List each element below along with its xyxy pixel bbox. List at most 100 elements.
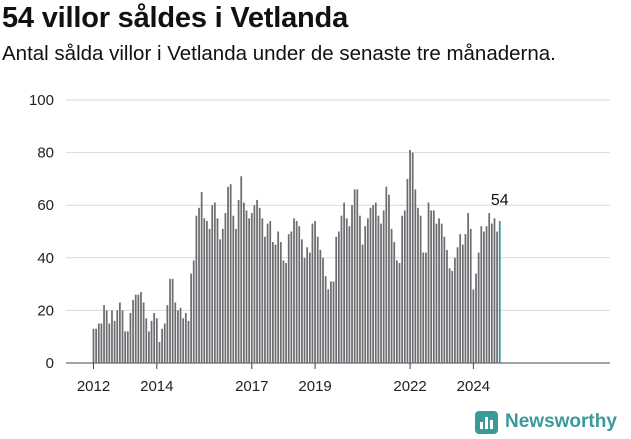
bar (451, 270, 454, 363)
bar (95, 328, 98, 363)
bar (166, 305, 169, 363)
bar (353, 189, 356, 363)
bar (272, 242, 274, 363)
bar (184, 313, 187, 363)
bar (430, 210, 433, 363)
bar (290, 231, 293, 363)
bar (322, 257, 324, 363)
bar (396, 260, 398, 363)
bar (382, 210, 385, 363)
bar (126, 331, 129, 363)
bar (182, 318, 185, 363)
bar (398, 263, 401, 363)
bar (483, 231, 485, 363)
bar (121, 310, 124, 363)
bar (250, 213, 253, 363)
bar (158, 341, 161, 363)
bar (245, 210, 248, 363)
bar (111, 310, 113, 363)
bar (203, 218, 206, 363)
bar (319, 249, 322, 363)
bar (340, 215, 343, 363)
bar (411, 152, 414, 363)
bar (163, 323, 166, 363)
bar (161, 328, 163, 363)
bar (274, 244, 277, 363)
bar-chart-icon (475, 410, 498, 434)
bar (388, 194, 390, 363)
bar (485, 226, 488, 363)
bar (277, 231, 280, 363)
bar (232, 215, 235, 363)
bar (414, 189, 417, 363)
bar (493, 218, 496, 363)
bar (140, 291, 142, 363)
bar (364, 226, 367, 363)
bar (406, 178, 409, 363)
bar (256, 199, 258, 363)
bar (169, 278, 171, 363)
bar (113, 320, 116, 363)
bar (187, 320, 190, 363)
bar (374, 202, 377, 363)
bar (100, 323, 103, 363)
bar (356, 189, 359, 363)
bar (124, 331, 127, 363)
bar (200, 192, 203, 363)
bar (448, 268, 451, 363)
bar (372, 205, 374, 363)
bar (103, 305, 105, 363)
bar (427, 202, 430, 363)
bar (142, 302, 145, 363)
y-tick-label: 80 (37, 145, 54, 162)
bar (119, 302, 121, 363)
bar (208, 228, 211, 363)
bar (314, 220, 316, 363)
bar (417, 207, 419, 363)
bar (303, 257, 306, 363)
bar-highlight (498, 220, 501, 363)
bar (174, 302, 177, 363)
y-tick-label: 20 (37, 302, 54, 319)
bar (443, 236, 446, 363)
bar (298, 226, 301, 363)
bar (475, 273, 477, 363)
bar (337, 231, 340, 363)
bar (308, 252, 311, 363)
bar (282, 260, 285, 363)
bar (361, 244, 364, 363)
bar (454, 257, 456, 363)
bar (306, 247, 309, 363)
bar (301, 239, 303, 363)
bar (150, 320, 153, 363)
y-tick-label: 0 (46, 355, 54, 372)
bar (490, 223, 493, 363)
bar (177, 310, 179, 363)
bar (221, 228, 224, 363)
bar (311, 223, 314, 363)
bar (229, 184, 232, 363)
bar (92, 328, 95, 363)
bar (316, 236, 319, 363)
bar (129, 313, 132, 363)
bar (219, 239, 221, 363)
bar (108, 323, 111, 363)
bar (287, 234, 290, 363)
bar (422, 252, 425, 363)
data-labels: 54 (491, 192, 509, 209)
bar (258, 207, 261, 363)
y-axis-tick-labels: 0 20 40 60 80 100 (29, 92, 54, 372)
x-tick-label: 2017 (235, 378, 268, 395)
bar (179, 307, 182, 363)
bar (253, 205, 256, 363)
bar (425, 252, 427, 363)
bar (264, 236, 266, 363)
bar (190, 273, 192, 363)
brand-name: Newsworthy (505, 411, 617, 432)
bar (403, 210, 406, 363)
bars (92, 149, 501, 363)
bar (332, 281, 335, 363)
bar (435, 223, 438, 363)
bar (440, 223, 443, 363)
